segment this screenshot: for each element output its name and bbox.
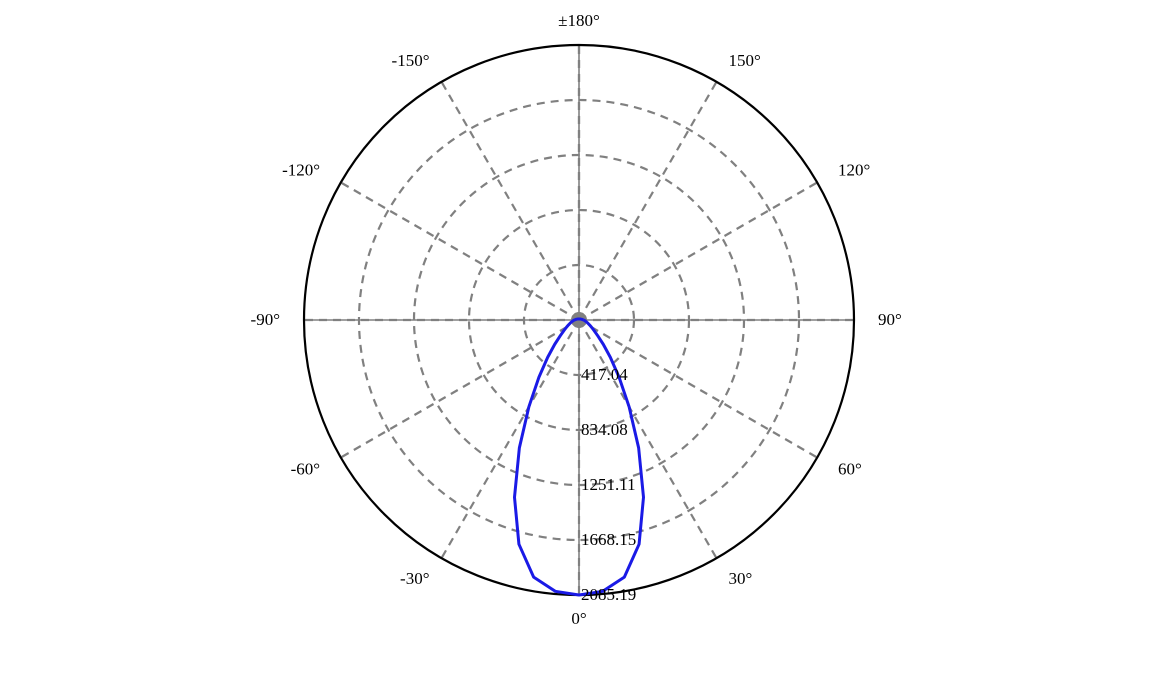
angle-label: -120° (282, 161, 320, 180)
radial-label: 417.04 (581, 365, 628, 384)
angle-label: 120° (838, 161, 870, 180)
grid-spoke (579, 183, 817, 321)
grid-spoke (442, 320, 580, 558)
grid-spoke (579, 82, 717, 320)
polar-chart: 417.04 834.08 1251.11 1668.15 2085.19 ±180° -… (0, 0, 1159, 673)
angle-label: 60° (838, 460, 862, 479)
radial-label: 2085.19 (581, 585, 636, 604)
angle-label: 150° (729, 51, 761, 70)
angle-label: -90° (251, 310, 280, 329)
angle-label: ±180° (558, 11, 600, 30)
angle-label: 30° (729, 569, 753, 588)
radial-label: 1668.15 (581, 530, 636, 549)
angle-label: -150° (392, 51, 430, 70)
radial-label: 1251.11 (581, 475, 636, 494)
grid-spoke (442, 82, 580, 320)
grid-spoke (579, 320, 717, 558)
radial-label: 834.08 (581, 420, 628, 439)
grid-spoke (341, 183, 579, 321)
grid-spoke (341, 320, 579, 458)
angle-label: 0° (571, 609, 586, 628)
angle-label: -30° (400, 569, 429, 588)
angle-label: 90° (878, 310, 902, 329)
angle-label: -60° (291, 460, 320, 479)
